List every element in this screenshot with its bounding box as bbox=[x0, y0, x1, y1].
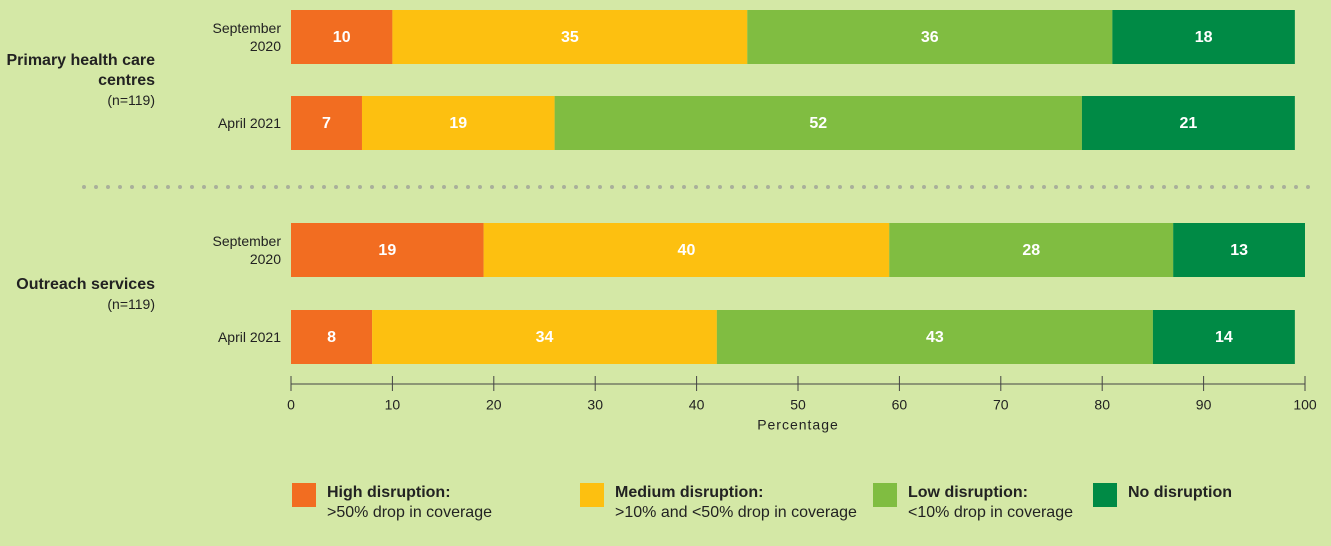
legend-description: >10% and <50% drop in coverage bbox=[615, 504, 857, 521]
legend-item: High disruption: >50% drop in coverage bbox=[327, 483, 557, 523]
group-n: (n=119) bbox=[107, 295, 155, 312]
legend-swatch bbox=[1093, 483, 1117, 507]
group-name: Outreach services bbox=[16, 275, 155, 293]
group-label: Outreach services (n=119) bbox=[0, 275, 155, 313]
x-tick-label: 60 bbox=[892, 397, 908, 413]
category-label: April 2021 bbox=[217, 329, 281, 345]
value-label: 36 bbox=[921, 29, 939, 46]
bar-segment bbox=[291, 96, 362, 150]
group-n: (n=119) bbox=[107, 92, 155, 108]
value-label: 52 bbox=[809, 115, 827, 132]
legend-description: >50% drop in coverage bbox=[327, 504, 492, 521]
x-tick-label: 50 bbox=[790, 397, 806, 413]
value-label: 43 bbox=[926, 329, 944, 346]
value-label: 28 bbox=[1022, 242, 1040, 259]
legend-name: No disruption bbox=[1128, 484, 1232, 501]
x-tick-label: 30 bbox=[587, 397, 603, 413]
value-label: 19 bbox=[378, 242, 396, 259]
legend-item: Low disruption: <10% drop in coverage bbox=[908, 483, 1108, 523]
bar-segment bbox=[1112, 10, 1295, 64]
value-label: 13 bbox=[1230, 242, 1248, 259]
bar-segment bbox=[747, 10, 1113, 64]
legend-name: Medium disruption: bbox=[615, 484, 764, 501]
x-tick-label: 70 bbox=[993, 397, 1009, 413]
bar-segment bbox=[361, 96, 555, 150]
group-name: Primary health care centres bbox=[6, 52, 155, 89]
value-label: 14 bbox=[1215, 329, 1233, 346]
bar-segment bbox=[716, 310, 1153, 364]
bar-segment bbox=[1081, 96, 1295, 150]
bar-segment bbox=[554, 96, 1082, 150]
x-tick-label: 10 bbox=[385, 397, 401, 413]
legend-item: Medium disruption: >10% and <50% drop in … bbox=[615, 483, 865, 523]
x-tick-label: 0 bbox=[287, 397, 295, 413]
bar-segment bbox=[291, 223, 484, 277]
bar-segment bbox=[372, 310, 717, 364]
legend-swatch bbox=[292, 483, 316, 507]
value-label: 21 bbox=[1179, 115, 1197, 132]
category-label: April 2021 bbox=[217, 115, 281, 131]
group-label: Primary health care centres (n=119) bbox=[0, 51, 155, 109]
x-tick-label: 100 bbox=[1293, 397, 1317, 413]
value-label: 8 bbox=[327, 329, 336, 346]
x-tick-label: 20 bbox=[486, 397, 502, 413]
value-label: 7 bbox=[322, 115, 331, 132]
category-label: September 2020 bbox=[212, 20, 281, 54]
value-label: 19 bbox=[449, 115, 467, 132]
legend-swatch bbox=[873, 483, 897, 507]
bar-segment bbox=[483, 223, 890, 277]
bar-segment bbox=[1173, 223, 1305, 277]
legend-description: <10% drop in coverage bbox=[908, 504, 1073, 521]
legend-name: Low disruption: bbox=[908, 484, 1028, 501]
bar-segment bbox=[1152, 310, 1295, 364]
legend-swatch bbox=[580, 483, 604, 507]
bar-segment bbox=[392, 10, 748, 64]
legend-item: No disruption bbox=[1128, 483, 1331, 503]
x-tick-label: 90 bbox=[1196, 397, 1212, 413]
value-label: 34 bbox=[536, 329, 554, 346]
legend-name: High disruption: bbox=[327, 484, 451, 501]
x-tick-label: 80 bbox=[1094, 397, 1110, 413]
x-axis-label: Percentage bbox=[757, 417, 839, 433]
value-label: 18 bbox=[1195, 29, 1213, 46]
value-label: 10 bbox=[333, 29, 351, 46]
bar-segment bbox=[291, 310, 373, 364]
value-label: 35 bbox=[561, 29, 579, 46]
bar-segment bbox=[291, 10, 393, 64]
value-label: 40 bbox=[678, 242, 696, 259]
bar-segment bbox=[889, 223, 1174, 277]
x-tick-label: 40 bbox=[689, 397, 705, 413]
category-label: September 2020 bbox=[212, 233, 281, 267]
